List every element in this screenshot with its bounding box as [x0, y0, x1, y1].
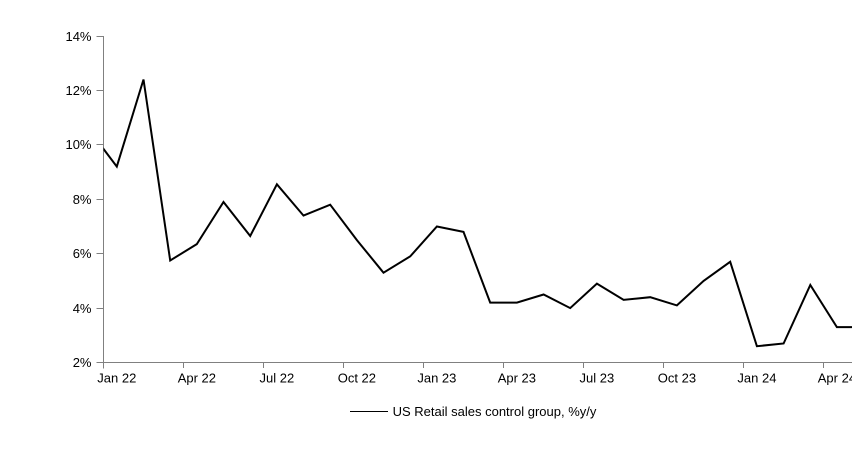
legend-series-label: US Retail sales control group, %y/y [392, 404, 597, 419]
chart-legend: US Retail sales control group, %y/y [47, 404, 852, 419]
legend-line-sample-icon [349, 411, 388, 412]
y-tick-label: 6% [73, 246, 92, 261]
line-chart-canvas: 2% 4% 6% 8% 10% 12% 14% Jan 22 Apr 22 Jul 22 Oct 2… [65, 29, 852, 386]
x-tick-label: Jan 24 [737, 371, 776, 386]
retail-sales-line-chart: 2% 4% 6% 8% 10% 12% 14% Jan 22 Apr 22 Jul 22 Oct 2… [40, 16, 852, 439]
y-tick-label: 14% [65, 29, 91, 44]
y-tick-label: 4% [73, 301, 92, 316]
y-tick-label: 8% [73, 192, 92, 207]
x-tick-label: Apr 22 [178, 371, 216, 386]
x-tick-label: Jan 22 [97, 371, 136, 386]
x-tick-label: Oct 23 [658, 371, 696, 386]
y-tick-label: 2% [73, 355, 92, 370]
x-tick-label: Jul 22 [260, 371, 295, 386]
y-tick-label: 10% [65, 137, 91, 152]
x-tick-label: Apr 23 [498, 371, 536, 386]
x-tick-label: Jan 23 [417, 371, 456, 386]
series-line-us-retail-sales [103, 79, 852, 348]
x-tick-label: Apr 24 [818, 371, 852, 386]
x-tick-label: Jul 23 [580, 371, 615, 386]
x-tick-label: Oct 22 [338, 371, 376, 386]
y-tick-label: 12% [65, 83, 91, 98]
